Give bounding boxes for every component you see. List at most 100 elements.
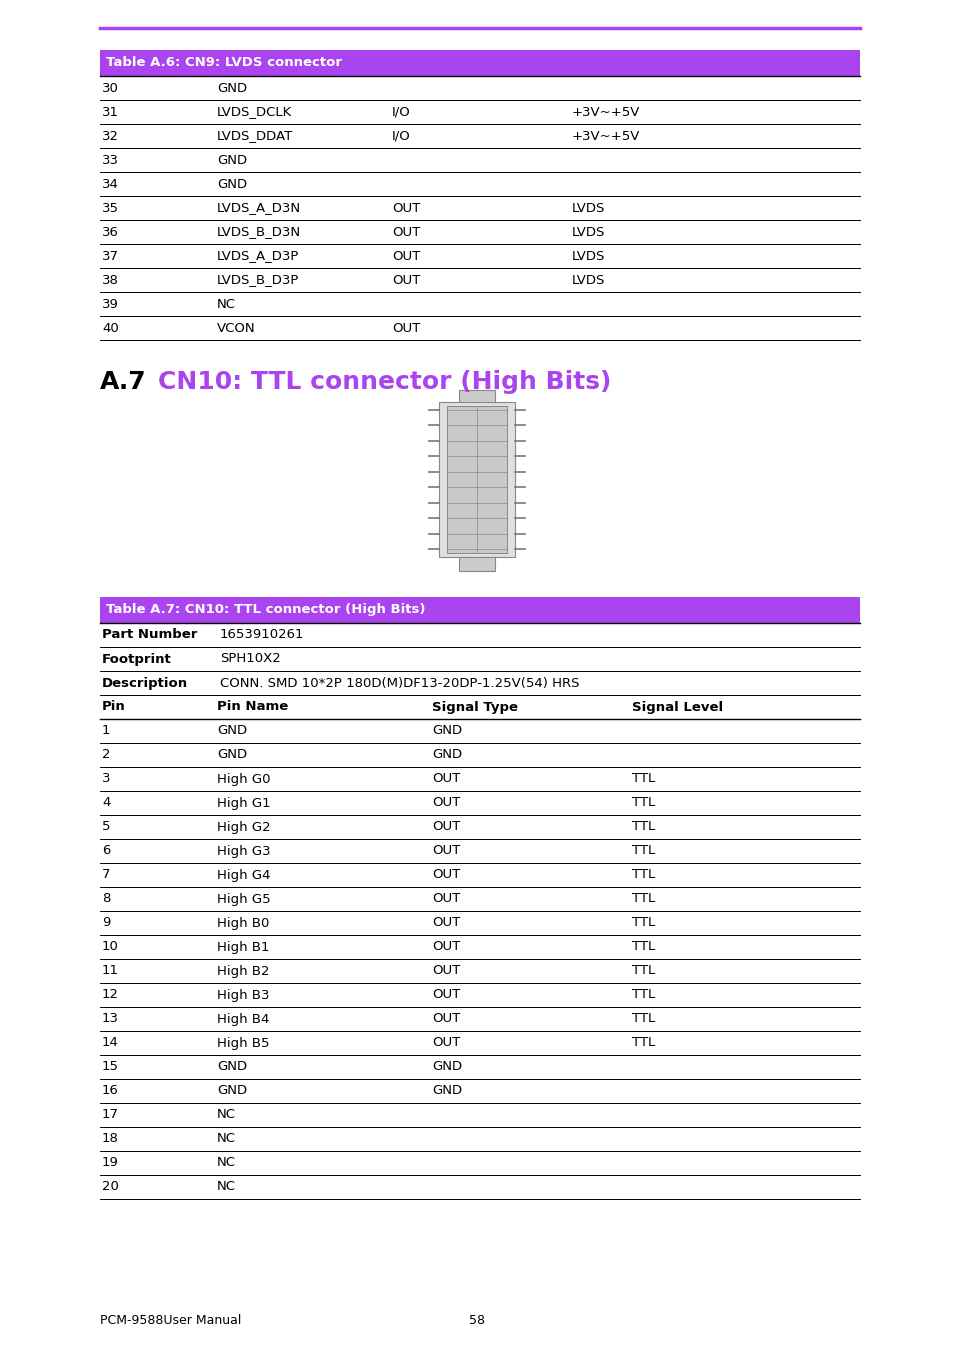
Text: NC: NC bbox=[216, 297, 235, 310]
Text: 3: 3 bbox=[102, 772, 111, 786]
Text: 40: 40 bbox=[102, 321, 118, 335]
Text: 37: 37 bbox=[102, 250, 119, 262]
Text: OUT: OUT bbox=[432, 821, 459, 833]
Text: 1653910261: 1653910261 bbox=[220, 629, 304, 641]
Text: TTL: TTL bbox=[631, 988, 655, 1002]
Text: OUT: OUT bbox=[392, 250, 420, 262]
Text: OUT: OUT bbox=[392, 201, 420, 215]
Text: GND: GND bbox=[432, 1084, 461, 1098]
Text: TTL: TTL bbox=[631, 821, 655, 833]
Text: OUT: OUT bbox=[432, 941, 459, 953]
Text: LVDS_A_D3N: LVDS_A_D3N bbox=[216, 201, 301, 215]
Text: 9: 9 bbox=[102, 917, 111, 930]
Text: TTL: TTL bbox=[631, 772, 655, 786]
Text: 11: 11 bbox=[102, 964, 119, 977]
Text: High B4: High B4 bbox=[216, 1012, 269, 1026]
Text: I/O: I/O bbox=[392, 130, 411, 143]
Text: 1: 1 bbox=[102, 725, 111, 737]
Text: NC: NC bbox=[216, 1157, 235, 1169]
Text: TTL: TTL bbox=[631, 796, 655, 810]
Text: LVDS_B_D3N: LVDS_B_D3N bbox=[216, 225, 301, 239]
Text: LVDS_DCLK: LVDS_DCLK bbox=[216, 105, 292, 119]
Text: Signal Level: Signal Level bbox=[631, 701, 722, 714]
Text: OUT: OUT bbox=[432, 988, 459, 1002]
Text: 17: 17 bbox=[102, 1108, 119, 1122]
Text: GND: GND bbox=[216, 1061, 247, 1073]
Text: High B3: High B3 bbox=[216, 988, 269, 1002]
Text: LVDS: LVDS bbox=[572, 225, 605, 239]
Text: +3V~+5V: +3V~+5V bbox=[572, 105, 639, 119]
Text: High B1: High B1 bbox=[216, 941, 269, 953]
Text: High B2: High B2 bbox=[216, 964, 269, 977]
Text: GND: GND bbox=[216, 154, 247, 166]
Text: GND: GND bbox=[216, 725, 247, 737]
Text: 34: 34 bbox=[102, 177, 119, 190]
Text: 20: 20 bbox=[102, 1180, 119, 1193]
Text: Pin: Pin bbox=[102, 701, 126, 714]
Text: High B0: High B0 bbox=[216, 917, 269, 930]
Text: 10: 10 bbox=[102, 941, 119, 953]
Bar bbox=[458, 390, 495, 404]
Text: OUT: OUT bbox=[392, 321, 420, 335]
Text: TTL: TTL bbox=[631, 892, 655, 906]
Text: SPH10X2: SPH10X2 bbox=[220, 652, 280, 666]
Text: OUT: OUT bbox=[392, 225, 420, 239]
Text: OUT: OUT bbox=[432, 892, 459, 906]
Text: 4: 4 bbox=[102, 796, 111, 810]
Text: OUT: OUT bbox=[432, 1012, 459, 1026]
Text: 13: 13 bbox=[102, 1012, 119, 1026]
Text: 6: 6 bbox=[102, 845, 111, 857]
Text: GND: GND bbox=[216, 177, 247, 190]
Text: Table A.7: CN10: TTL connector (High Bits): Table A.7: CN10: TTL connector (High Bit… bbox=[106, 603, 425, 617]
Text: OUT: OUT bbox=[432, 1037, 459, 1049]
Text: CN10: TTL connector (High Bits): CN10: TTL connector (High Bits) bbox=[158, 370, 611, 394]
Text: GND: GND bbox=[216, 81, 247, 95]
Text: High G0: High G0 bbox=[216, 772, 271, 786]
Text: NC: NC bbox=[216, 1180, 235, 1193]
Text: CONN. SMD 10*2P 180D(M)DF13-20DP-1.25V(54) HRS: CONN. SMD 10*2P 180D(M)DF13-20DP-1.25V(5… bbox=[220, 676, 578, 690]
Text: 36: 36 bbox=[102, 225, 119, 239]
Text: 2: 2 bbox=[102, 748, 111, 761]
Text: 5: 5 bbox=[102, 821, 111, 833]
Text: OUT: OUT bbox=[432, 964, 459, 977]
Text: TTL: TTL bbox=[631, 1012, 655, 1026]
Text: Pin Name: Pin Name bbox=[216, 701, 288, 714]
Text: High G2: High G2 bbox=[216, 821, 271, 833]
Text: OUT: OUT bbox=[432, 868, 459, 882]
Text: +3V~+5V: +3V~+5V bbox=[572, 130, 639, 143]
Text: LVDS: LVDS bbox=[572, 201, 605, 215]
Text: GND: GND bbox=[216, 748, 247, 761]
Text: High G1: High G1 bbox=[216, 796, 271, 810]
Text: OUT: OUT bbox=[432, 845, 459, 857]
Text: OUT: OUT bbox=[392, 274, 420, 286]
Text: GND: GND bbox=[432, 748, 461, 761]
Text: 33: 33 bbox=[102, 154, 119, 166]
Text: GND: GND bbox=[216, 1084, 247, 1098]
Text: VCON: VCON bbox=[216, 321, 255, 335]
Text: TTL: TTL bbox=[631, 845, 655, 857]
Text: OUT: OUT bbox=[432, 772, 459, 786]
Bar bbox=[100, 50, 859, 76]
Text: 19: 19 bbox=[102, 1157, 119, 1169]
Bar bbox=[100, 597, 859, 622]
Text: High B5: High B5 bbox=[216, 1037, 269, 1049]
Text: Part Number: Part Number bbox=[102, 629, 197, 641]
Text: 16: 16 bbox=[102, 1084, 119, 1098]
Text: LVDS: LVDS bbox=[572, 250, 605, 262]
Bar bbox=[458, 558, 495, 571]
Text: Signal Type: Signal Type bbox=[432, 701, 517, 714]
Text: LVDS_DDAT: LVDS_DDAT bbox=[216, 130, 293, 143]
Text: GND: GND bbox=[432, 725, 461, 737]
Text: OUT: OUT bbox=[432, 917, 459, 930]
Text: 15: 15 bbox=[102, 1061, 119, 1073]
Text: A.7: A.7 bbox=[100, 370, 147, 394]
Text: Table A.6: CN9: LVDS connector: Table A.6: CN9: LVDS connector bbox=[106, 57, 341, 69]
Text: LVDS_B_D3P: LVDS_B_D3P bbox=[216, 274, 299, 286]
Text: High G3: High G3 bbox=[216, 845, 271, 857]
Text: 12: 12 bbox=[102, 988, 119, 1002]
Text: NC: NC bbox=[216, 1133, 235, 1146]
Bar bbox=[447, 406, 506, 554]
Text: 58: 58 bbox=[469, 1314, 484, 1327]
Text: 39: 39 bbox=[102, 297, 119, 310]
Text: NC: NC bbox=[216, 1108, 235, 1122]
